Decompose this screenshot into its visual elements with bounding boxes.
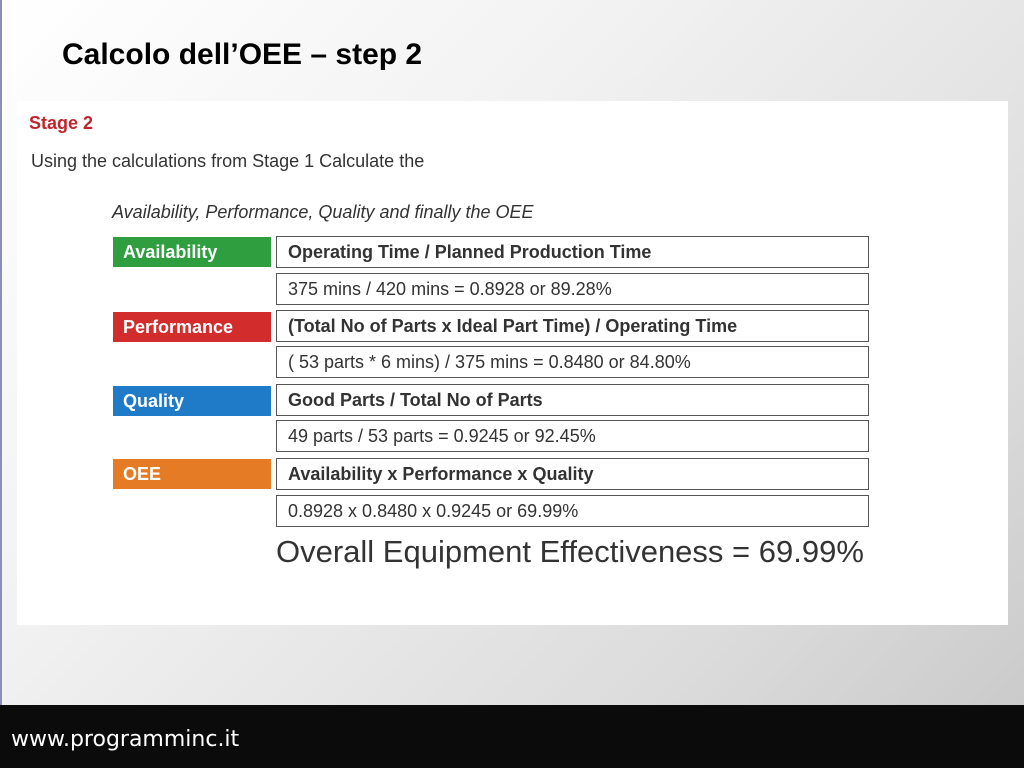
performance-label: Performance	[113, 312, 271, 342]
footer-url: www.programminc.it	[11, 727, 240, 752]
content-panel: Stage 2 Using the calculations from Stag…	[17, 101, 1008, 625]
availability-label: Availability	[113, 237, 271, 267]
quality-label: Quality	[113, 386, 271, 416]
slide-title: Calcolo dell’OEE – step 2	[62, 38, 423, 71]
availability-calculation: 375 mins / 420 mins = 0.8928 or 89.28%	[276, 273, 869, 305]
oee-result: Overall Equipment Effectiveness = 69.99%	[276, 534, 864, 569]
stage-label: Stage 2	[29, 113, 94, 133]
intro-text: Using the calculations from Stage 1 Calc…	[31, 151, 425, 171]
performance-formula: (Total No of Parts x Ideal Part Time) / …	[276, 310, 869, 342]
quality-formula: Good Parts / Total No of Parts	[276, 384, 869, 416]
footer-bar: www.programminc.it	[0, 705, 1024, 768]
availability-formula: Operating Time / Planned Production Time	[276, 236, 869, 268]
slide-left-edge	[0, 0, 2, 705]
oee-label: OEE	[113, 459, 271, 489]
oee-formula: Availability x Performance x Quality	[276, 458, 869, 490]
oee-calculation: 0.8928 x 0.8480 x 0.9245 or 69.99%	[276, 495, 869, 527]
performance-calculation: ( 53 parts * 6 mins) / 375 mins = 0.8480…	[276, 346, 869, 378]
intro-subtext: Availability, Performance, Quality and f…	[112, 202, 534, 222]
quality-calculation: 49 parts / 53 parts = 0.9245 or 92.45%	[276, 420, 869, 452]
